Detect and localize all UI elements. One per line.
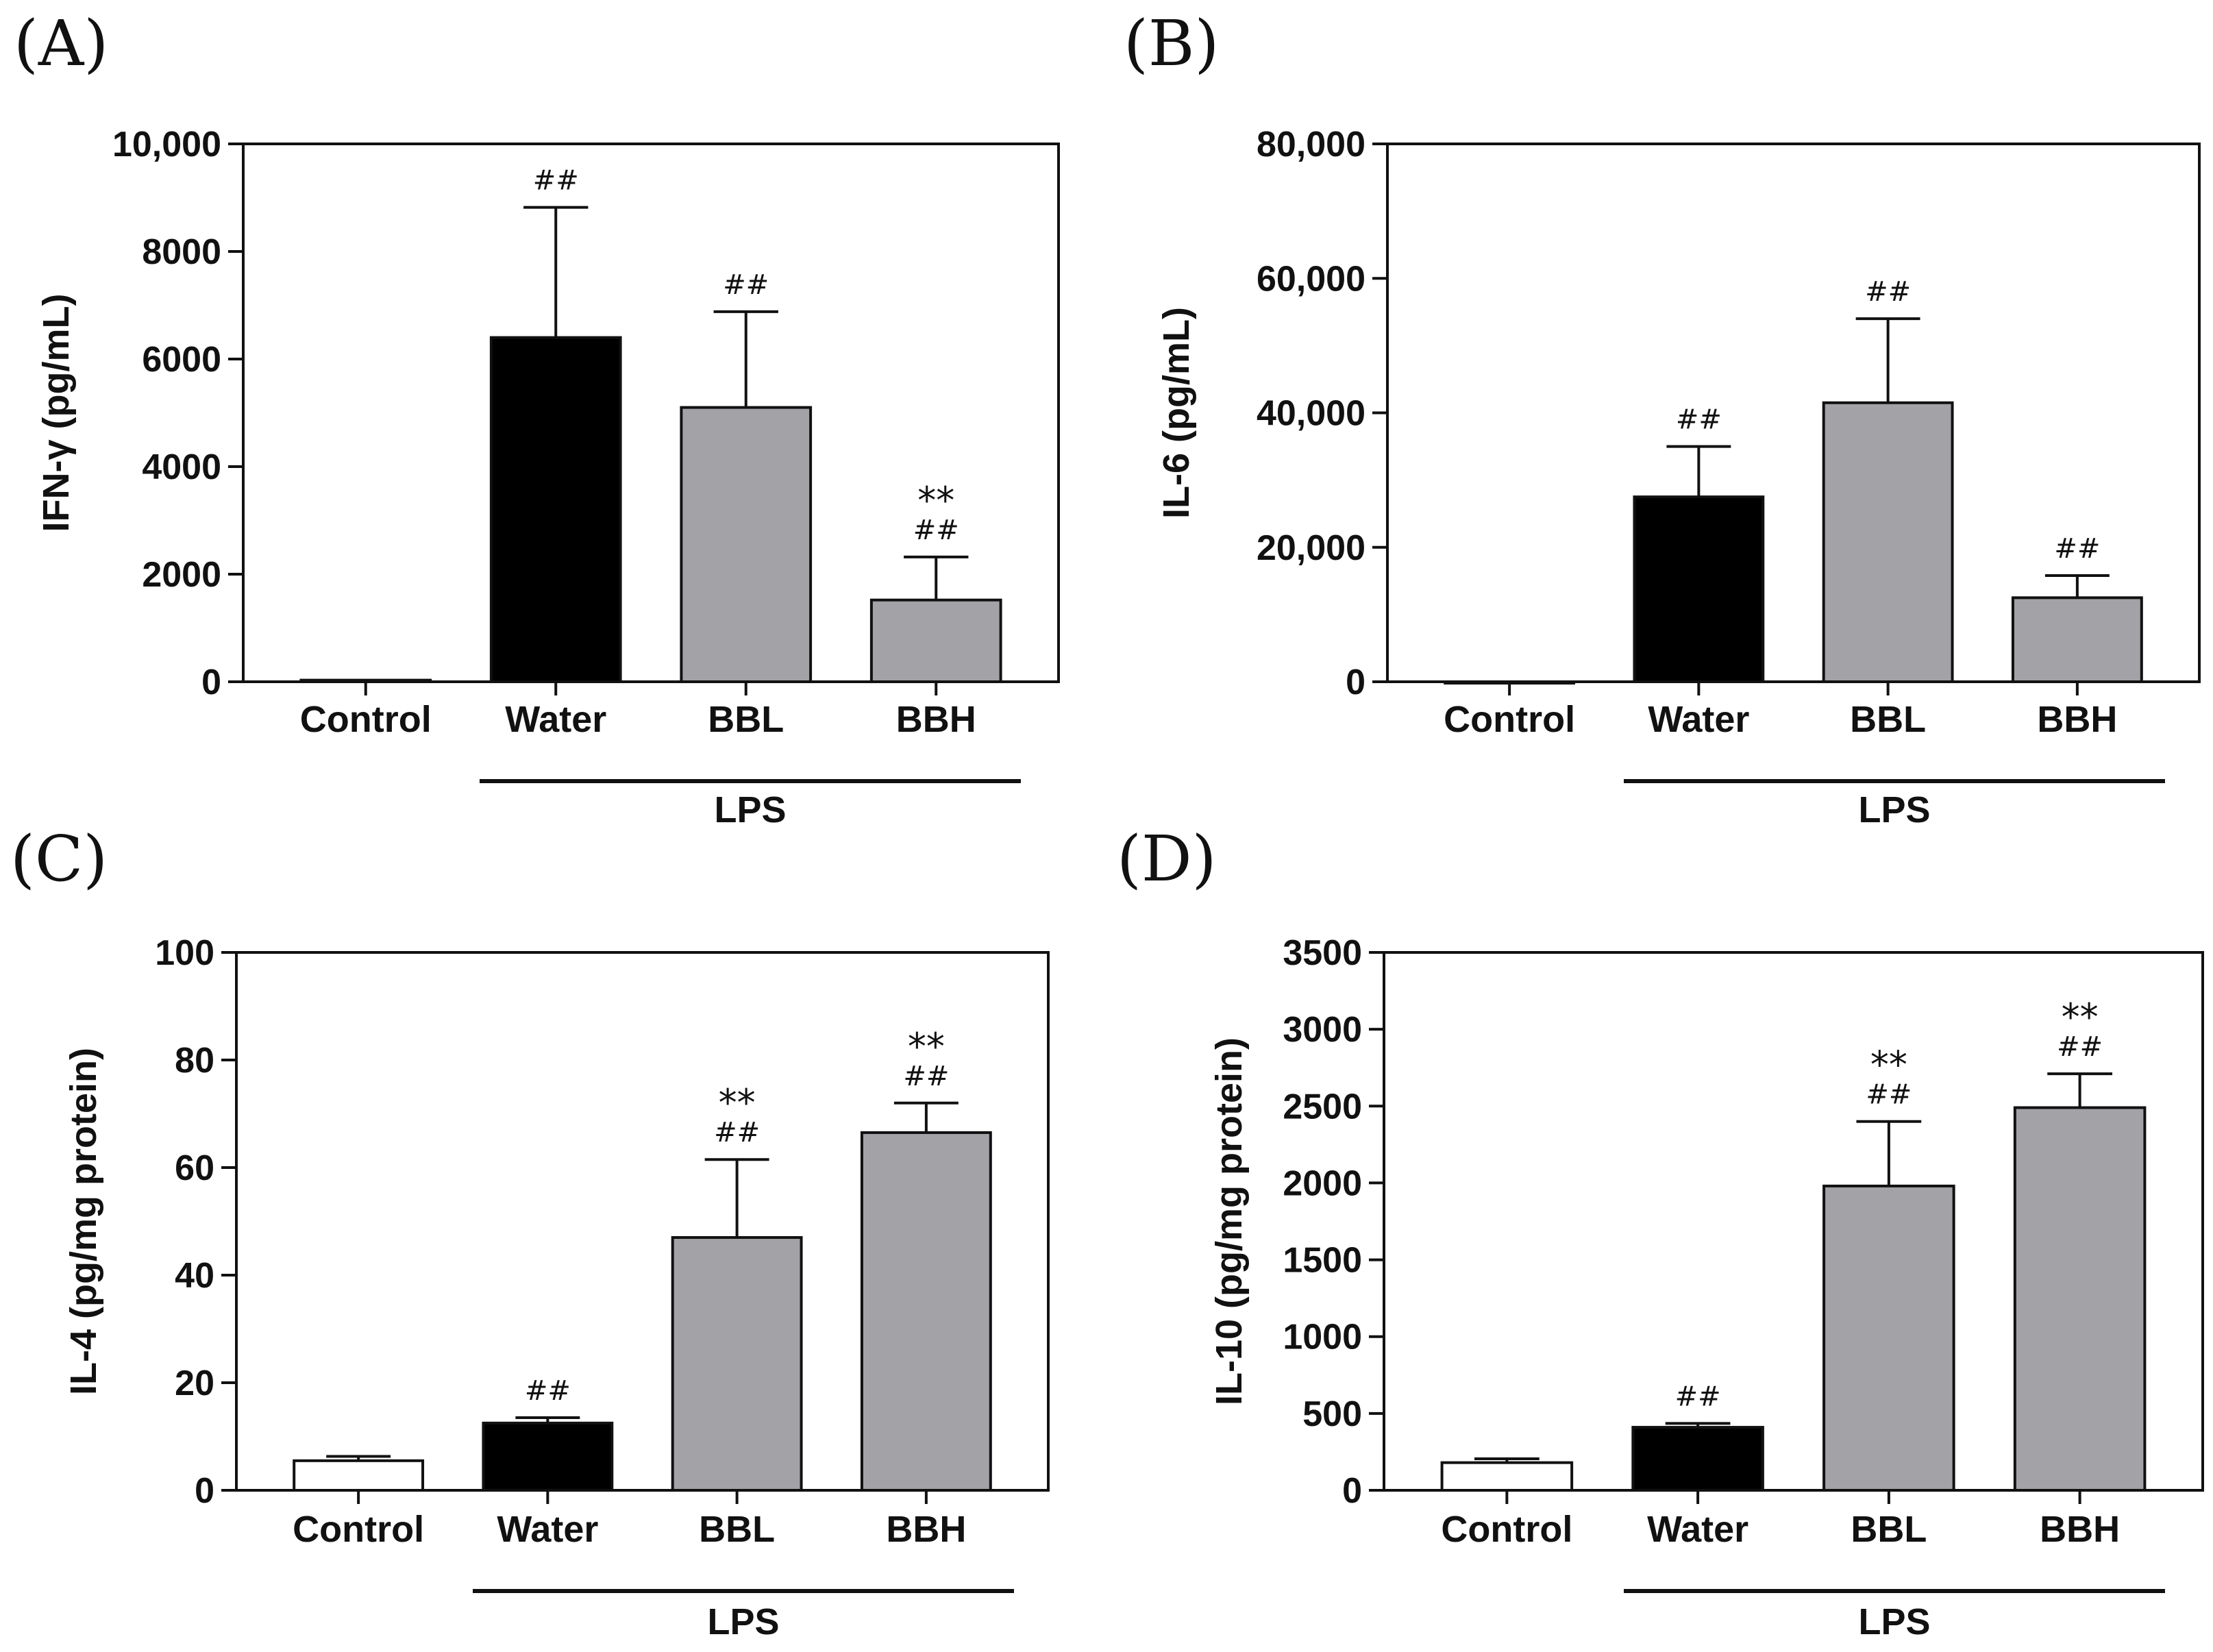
group-label: LPS (1858, 789, 1930, 830)
x-tick-label: Water (497, 1509, 598, 1550)
y-tick-label: 20 (175, 1364, 214, 1403)
y-axis-label: IFN-γ (pg/mL) (36, 294, 77, 532)
y-tick-label: 100 (155, 933, 214, 973)
y-tick-label: 20,000 (1257, 528, 1365, 568)
y-tick-label: 0 (195, 1471, 214, 1511)
y-tick-label: 0 (1346, 663, 1365, 702)
y-tick-label: 1500 (1283, 1241, 1362, 1281)
chart-panel-2: (C) 0 20 40 60 80 100 IL-4 (pg/mg protein) Contr… (10, 822, 1050, 1642)
y-tick-label: 60,000 (1257, 259, 1365, 299)
plot-frame (235, 951, 1050, 1492)
bar-water (482, 1421, 614, 1492)
chart-panel-0: (A) 0 2000 4000 6000 8000 10,000 IFN-γ (pg/mL) C… (14, 7, 1060, 830)
panel-letter: (D) (1117, 822, 1217, 896)
bar-water (1633, 495, 1765, 683)
bar-bbl (1822, 1184, 1955, 1492)
y-tick-label: 40 (175, 1256, 214, 1296)
significance-hashes: ## (2054, 533, 2100, 565)
group-label: LPS (714, 789, 786, 830)
y-tick-label: 3000 (1283, 1010, 1362, 1050)
significance-stars: ** (719, 1081, 756, 1124)
significance-hashes: ## (714, 1117, 760, 1148)
panel-letter: (A) (14, 7, 108, 80)
x-tick-label: BBH (2037, 699, 2117, 740)
bar-bbh (2011, 596, 2143, 683)
bar-control (299, 678, 432, 684)
y-tick-label: 60 (175, 1148, 214, 1188)
group-label: LPS (707, 1601, 779, 1642)
bar-bbl (671, 1236, 803, 1492)
y-tick-label: 2000 (142, 555, 221, 595)
bar-control (293, 1459, 425, 1492)
x-tick-label: BBH (886, 1509, 966, 1550)
bar-control (1440, 1461, 1574, 1492)
y-tick-label: 2000 (1283, 1163, 1362, 1203)
y-tick-label: 0 (1342, 1471, 1362, 1511)
y-tick-label: 1000 (1283, 1318, 1362, 1357)
x-tick-label: BBH (896, 699, 976, 740)
significance-stars: ** (2062, 996, 2099, 1039)
significance-stars: ** (908, 1025, 945, 1068)
x-tick-label: Water (1647, 1509, 1748, 1550)
significance-hashes: ## (2057, 1031, 2103, 1063)
plot-frame (1383, 951, 2204, 1492)
y-tick-label: 8000 (142, 232, 221, 272)
bar-bbl (1822, 401, 1954, 683)
x-tick-label: BBL (708, 699, 784, 740)
significance-hashes: ## (903, 1061, 949, 1092)
plot-frame (242, 143, 1060, 683)
significance-stars: ** (1870, 1044, 1907, 1087)
significance-hashes: ## (1676, 404, 1722, 436)
significance-hashes: ## (533, 165, 579, 197)
x-tick-label: Control (293, 1509, 424, 1550)
x-tick-label: BBH (2040, 1509, 2120, 1550)
x-tick-label: Control (300, 699, 432, 740)
chart-panel-3: (D) 0 500 1000 1500 2000 2500 3000 3500 IL-10 (pg… (1117, 822, 2204, 1642)
significance-stars: ** (917, 479, 954, 522)
group-label: LPS (1858, 1601, 1930, 1642)
y-tick-label: 2500 (1283, 1087, 1362, 1126)
y-axis-label: IL-6 (pg/mL) (1156, 307, 1197, 519)
bar-water (489, 336, 622, 683)
y-tick-label: 80 (175, 1041, 214, 1081)
x-tick-label: BBL (699, 1509, 775, 1550)
x-tick-label: BBL (1851, 1509, 1927, 1550)
bar-bbh (860, 1131, 992, 1492)
chart-panel-1: (B) 0 20,000 40,000 60,000 80,000 IL-6 (pg/mL)… (1124, 7, 2201, 830)
x-tick-label: Control (1441, 1509, 1572, 1550)
x-tick-label: Control (1444, 699, 1575, 740)
significance-hashes: ## (1865, 276, 1911, 308)
bar-water (1631, 1426, 1764, 1492)
significance-hashes: ## (1866, 1079, 1912, 1111)
y-axis-label: IL-4 (pg/mg protein) (63, 1048, 104, 1395)
y-axis-label: IL-10 (pg/mg protein) (1209, 1037, 1250, 1405)
y-tick-label: 80,000 (1257, 125, 1365, 164)
y-tick-label: 0 (201, 663, 221, 702)
y-tick-label: 4000 (142, 447, 221, 487)
significance-hashes: ## (1675, 1381, 1721, 1412)
bar-bbh (869, 598, 1002, 683)
significance-hashes: ## (913, 515, 959, 546)
panel-letter: (B) (1124, 7, 1219, 80)
bar-bbl (680, 406, 813, 684)
y-tick-label: 3500 (1283, 933, 1362, 973)
y-tick-label: 6000 (142, 340, 221, 380)
x-tick-label: Water (1648, 699, 1749, 740)
significance-hashes: ## (525, 1375, 571, 1407)
bar-bbh (2013, 1106, 2147, 1492)
y-tick-label: 40,000 (1257, 394, 1365, 434)
x-tick-label: BBL (1850, 699, 1926, 740)
significance-hashes: ## (723, 269, 769, 301)
x-tick-label: Water (505, 699, 606, 740)
y-tick-label: 500 (1302, 1394, 1362, 1434)
panel-letter: (C) (10, 822, 108, 896)
y-tick-label: 10,000 (112, 125, 221, 164)
